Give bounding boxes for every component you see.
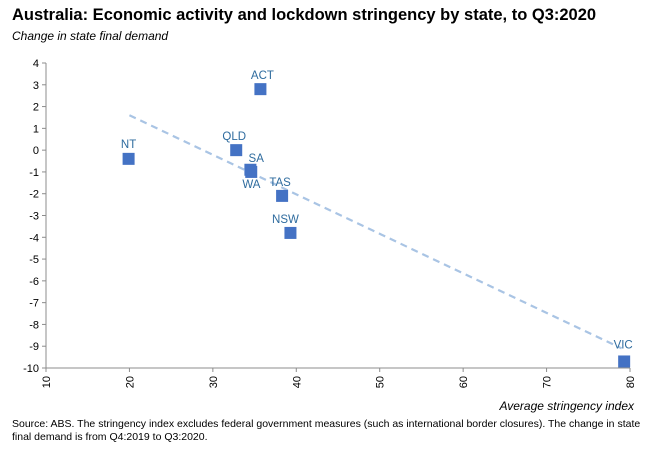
y-tick-label: -6 (29, 276, 39, 288)
x-tick-label: 20 (124, 376, 136, 388)
data-points (122, 83, 631, 368)
point-label-nsw: NSW (272, 214, 299, 226)
trendline-path (128, 114, 623, 350)
x-tick-label: 30 (208, 376, 220, 388)
point-label-wa: WA (242, 179, 260, 191)
point-label-sa: SA (249, 153, 265, 165)
point-qld (230, 144, 243, 157)
x-tick-label: 10 (41, 376, 53, 388)
chart-title: Australia: Economic activity and lockdow… (12, 6, 597, 24)
y-tick-label: 1 (33, 123, 39, 135)
y-tick-label: 3 (33, 80, 39, 92)
point-label-nt: NT (121, 139, 136, 151)
point-act (254, 83, 267, 96)
y-tick-label: -10 (23, 363, 39, 375)
point-nsw (284, 226, 297, 239)
y-axis-label: Change in state final demand (12, 29, 169, 43)
trendline (128, 114, 623, 350)
y-tick-label: -1 (29, 167, 39, 179)
y-tick-label: -9 (29, 341, 39, 353)
y-tick-label: 0 (33, 145, 39, 157)
y-tick-label: -5 (29, 254, 39, 266)
point-vic (618, 355, 631, 368)
x-tick-label: 50 (375, 376, 387, 388)
x-tick-labels: 10 20 30 40 50 60 70 80 (41, 376, 637, 388)
x-tick-label: 40 (291, 376, 303, 388)
y-tick-label: 2 (33, 102, 39, 114)
y-tick-label: -7 (29, 298, 39, 310)
y-tick-label: 4 (33, 58, 39, 70)
y-tick-label: -8 (29, 319, 39, 331)
point-wa (244, 163, 257, 176)
x-tick-label: 70 (542, 376, 554, 388)
axes (42, 62, 631, 372)
point-tas (276, 189, 289, 202)
x-axis-label: Average stringency index (499, 399, 634, 413)
y-tick-labels: 4 3 2 1 0 -1 -2 -3 -4 -5 -6 -7 -8 -9 -10 (23, 58, 39, 375)
x-tick-label: 60 (458, 376, 470, 388)
point-label-vic: VIC (614, 339, 633, 351)
x-tick-label: 80 (625, 376, 637, 388)
y-tick-label: -2 (29, 189, 39, 201)
point-label-tas: TAS (269, 177, 291, 189)
point-nt (122, 152, 135, 165)
y-tick-label: -3 (29, 211, 39, 223)
source-note: Source: ABS. The stringency index exclud… (12, 418, 641, 443)
y-tick-label: -4 (29, 232, 39, 244)
point-label-act: ACT (251, 70, 274, 82)
point-label-qld: QLD (222, 131, 246, 143)
